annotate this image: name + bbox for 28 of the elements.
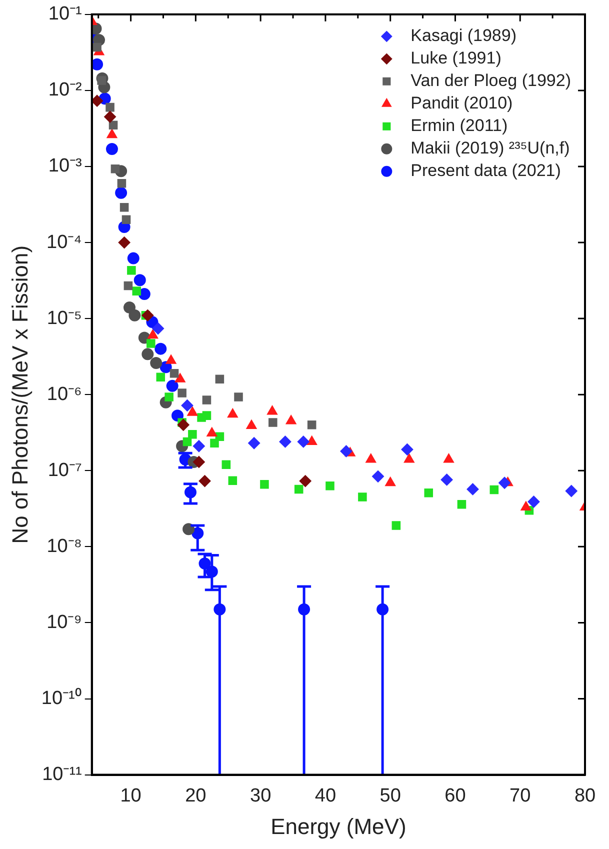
- x-tick-label: 60: [444, 785, 466, 806]
- legend-label: Makii (2019) ²³⁵U(n,f): [410, 138, 570, 158]
- y-axis-title: No of Photons/(MeV x Fission): [7, 245, 32, 544]
- x-tick-label: 30: [250, 785, 272, 806]
- x-tick-label: 20: [185, 785, 206, 806]
- y-tick-label: 10⁻⁸: [46, 536, 82, 557]
- legend-label: Kasagi (1989): [410, 26, 516, 46]
- y-tick-label: 10⁻⁹: [46, 612, 82, 633]
- legend-label: Pandit (2010): [410, 94, 513, 113]
- legend-label: Ermin (2011): [410, 116, 508, 136]
- x-tick-label: 50: [380, 785, 401, 806]
- legend-label: Luke (1991): [410, 48, 502, 68]
- y-tick-label: 10⁻⁴: [46, 232, 82, 253]
- x-tick-label: 70: [510, 785, 531, 806]
- y-tick-label: 10⁻¹⁰: [41, 686, 82, 709]
- y-tick-label: 10⁻²: [48, 80, 82, 101]
- x-axis-title: Energy (MeV): [270, 814, 406, 839]
- y-tick-label: 10⁻¹¹: [42, 764, 82, 786]
- legend-label: Van der Ploeg (1992): [410, 71, 572, 90]
- y-tick-label: 10⁻¹: [48, 4, 82, 25]
- x-tick-label: 10: [120, 785, 142, 806]
- y-tick-label: 10⁻⁶: [46, 384, 82, 405]
- y-tick-label: 10⁻⁵: [46, 308, 82, 329]
- y-tick-label: 10⁻³: [48, 156, 82, 177]
- x-tick-label: 80: [574, 785, 596, 806]
- x-tick-label: 40: [314, 785, 336, 806]
- legend-label: Present data (2021): [410, 161, 561, 180]
- y-tick-label: 10⁻⁷: [48, 460, 82, 481]
